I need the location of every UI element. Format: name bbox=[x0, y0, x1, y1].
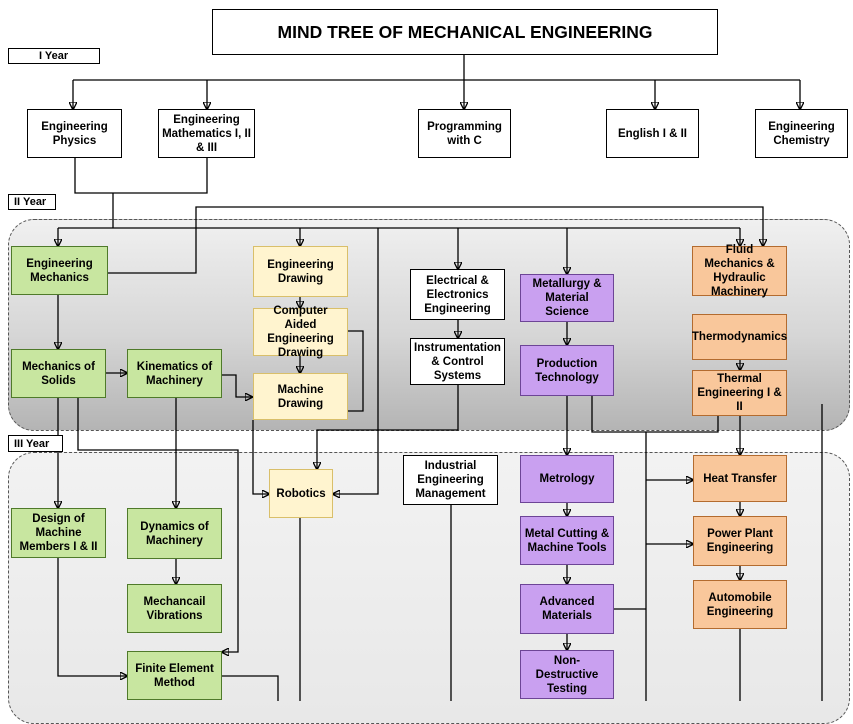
edge-physics-maths-merge bbox=[74, 158, 208, 194]
edge-bus-robotics bbox=[333, 228, 379, 494]
edge-mechanics-fluid-loop bbox=[108, 206, 763, 274]
node-fluid-mechanics: Fluid Mechanics & Hydraulic Machinery bbox=[692, 244, 787, 298]
node-mechanical-vibrations: Mechancail Vibrations bbox=[127, 584, 222, 633]
node-english: English I & II bbox=[606, 109, 699, 158]
node-automobile-engineering: Automobile Engineering bbox=[693, 580, 787, 629]
node-mechanics-of-solids: Mechanics of Solids bbox=[11, 349, 106, 398]
node-advanced-materials: Advanced Materials bbox=[520, 584, 614, 634]
edge-kinematics-machine bbox=[222, 374, 252, 397]
node-engineering-mathematics: Engineering Mathematics I, II & III bbox=[158, 109, 255, 158]
node-production-technology: Production Technology bbox=[520, 345, 614, 396]
node-metrology: Metrology bbox=[520, 455, 614, 503]
edge-production-trunk bbox=[591, 396, 719, 433]
node-metallurgy: Metallurgy & Material Science bbox=[520, 274, 614, 322]
node-programming-c: Programming with C bbox=[418, 109, 511, 158]
edge-cad-side-loop bbox=[348, 330, 364, 412]
node-kinematics-machinery: Kinematics of Machinery bbox=[127, 349, 222, 398]
mind-tree-diagram: MIND TREE OF MECHANICAL ENGINEERING I Ye… bbox=[0, 9, 850, 724]
node-computer-aided-drawing: Computer Aided Engineering Drawing bbox=[253, 305, 348, 359]
year-label-third: III Year bbox=[8, 435, 63, 452]
node-thermodynamics: Thermodynamics bbox=[692, 314, 787, 360]
node-thermal-engineering: Thermal Engineering I & II bbox=[692, 370, 787, 416]
node-metal-cutting: Metal Cutting & Machine Tools bbox=[520, 516, 614, 565]
node-finite-element-method: Finite Element Method bbox=[127, 651, 222, 700]
edge-solids-fem bbox=[57, 555, 127, 676]
node-robotics: Robotics bbox=[269, 469, 333, 518]
node-electrical-electronics: Electrical & Electronics Engineering bbox=[410, 269, 505, 320]
edge-solids-robotics bbox=[77, 398, 239, 652]
edge-fem-right bbox=[222, 675, 279, 701]
node-engineering-chemistry: Engineering Chemistry bbox=[755, 109, 848, 158]
node-dynamics-machinery: Dynamics of Machinery bbox=[127, 508, 222, 559]
year-label-first: I Year bbox=[8, 48, 100, 64]
node-instrumentation-control: Instrumentation & Control Systems bbox=[410, 338, 505, 385]
node-design-machine-members: Design of Machine Members I & II bbox=[11, 508, 106, 558]
node-heat-transfer: Heat Transfer bbox=[693, 455, 787, 502]
node-non-destructive-testing: Non-Destructive Testing bbox=[520, 650, 614, 699]
node-engineering-physics: Engineering Physics bbox=[27, 109, 122, 158]
year-label-second: II Year bbox=[8, 194, 56, 210]
connector-lines bbox=[0, 55, 823, 701]
node-machine-drawing: Machine Drawing bbox=[253, 373, 348, 420]
node-power-plant-engineering: Power Plant Engineering bbox=[693, 516, 787, 566]
node-engineering-drawing: Engineering Drawing bbox=[253, 246, 348, 297]
node-industrial-engineering-management: Industrial Engineering Management bbox=[403, 455, 498, 505]
diagram-title: MIND TREE OF MECHANICAL ENGINEERING bbox=[212, 9, 718, 55]
edge-instrumentation-robotics bbox=[317, 385, 459, 469]
node-engineering-mechanics: Engineering Mechanics bbox=[11, 246, 108, 295]
edge-machine-robotics bbox=[252, 420, 269, 494]
